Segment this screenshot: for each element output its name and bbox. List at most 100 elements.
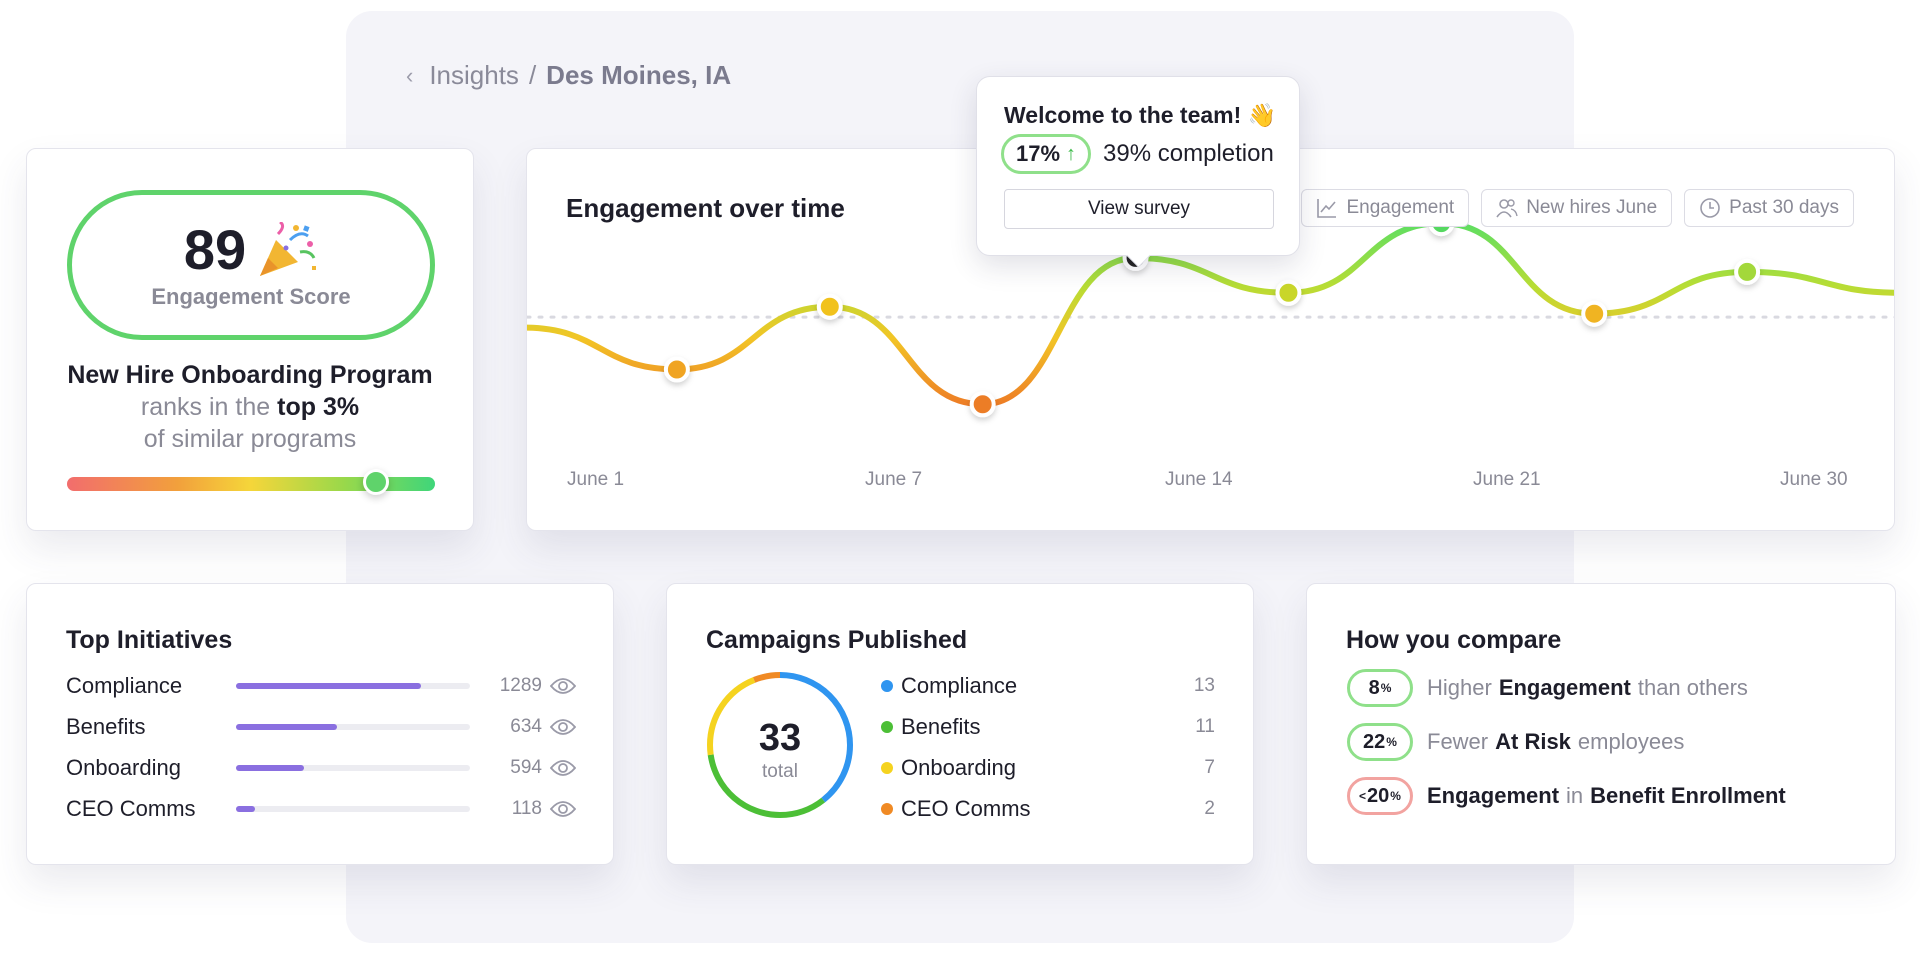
view-survey-button[interactable]: View survey bbox=[1004, 189, 1274, 229]
badge-value: 8 bbox=[1368, 676, 1380, 699]
legend-label: CEO Comms bbox=[901, 796, 1031, 821]
data-point[interactable] bbox=[1581, 300, 1608, 327]
x-axis-label: June 7 bbox=[865, 469, 923, 490]
initiative-label: Compliance bbox=[66, 673, 183, 698]
compare-text-metric-2: Benefit Enrollment bbox=[1590, 783, 1786, 808]
legend-value: 2 bbox=[1204, 798, 1215, 819]
engagement-over-time-card: Engagement over time Engagement New hire… bbox=[526, 148, 1895, 531]
data-point[interactable] bbox=[663, 356, 690, 383]
compare-text-metric: At Risk bbox=[1495, 729, 1571, 754]
tooltip-stats: 17% ↑ 39% completion bbox=[1001, 134, 1274, 174]
initiative-bar-fill bbox=[236, 683, 421, 689]
compare-text-post: than others bbox=[1637, 675, 1748, 700]
compare-badge: <20% bbox=[1347, 777, 1413, 815]
initiative-bar-fill bbox=[236, 765, 304, 771]
initiative-count: 634 bbox=[510, 716, 542, 737]
badge-value: 20 bbox=[1367, 784, 1390, 807]
initiative-row: CEO Comms 118 bbox=[66, 794, 576, 824]
data-point[interactable] bbox=[969, 391, 996, 418]
donut-segment bbox=[707, 672, 853, 818]
initiative-label: Onboarding bbox=[66, 755, 181, 780]
campaign-legend-item: Compliance 13 bbox=[881, 671, 1215, 701]
program-rank: top 3% bbox=[277, 393, 360, 421]
engagement-score-value: 89 bbox=[183, 218, 247, 281]
engagement-filter[interactable]: Engagement bbox=[1301, 189, 1470, 227]
compare-text-post: in bbox=[1566, 783, 1584, 808]
eye-icon[interactable] bbox=[550, 717, 576, 737]
legend-color-dot bbox=[881, 762, 893, 774]
legend-value: 13 bbox=[1193, 675, 1215, 696]
initiative-row: Onboarding 594 bbox=[66, 753, 576, 783]
legend-label: Benefits bbox=[901, 714, 981, 739]
campaigns-total-label: total bbox=[762, 761, 798, 782]
top-initiatives-title: Top Initiatives bbox=[66, 626, 233, 654]
completion-text: 39% completion bbox=[1103, 140, 1274, 167]
cohort-filter[interactable]: New hires June bbox=[1481, 189, 1673, 227]
percentile-bar bbox=[67, 477, 435, 491]
line-chart-icon bbox=[1317, 199, 1337, 218]
change-value: 17% bbox=[1016, 141, 1061, 166]
x-axis-label: June 1 bbox=[567, 469, 625, 490]
eye-icon[interactable] bbox=[550, 799, 576, 819]
initiative-label: CEO Comms bbox=[66, 796, 196, 821]
breadcrumb-current: Des Moines, IA bbox=[546, 60, 732, 90]
compare-text-post: employees bbox=[1577, 729, 1685, 754]
compare-row: <20% Engagement in Benefit Enrollment bbox=[1347, 776, 1786, 816]
tooltip-title: Welcome to the team! 👋 bbox=[1004, 102, 1277, 128]
arrow-up-icon: ↑ bbox=[1066, 142, 1077, 165]
engagement-filter-label: Engagement bbox=[1346, 197, 1455, 218]
compare-row: 22% Fewer At Risk employees bbox=[1347, 722, 1684, 762]
campaigns-title: Campaigns Published bbox=[706, 626, 968, 654]
data-point[interactable] bbox=[1734, 258, 1761, 285]
initiative-bar-track bbox=[236, 806, 470, 812]
compare-row: 8% Higher Engagement than others bbox=[1347, 668, 1748, 708]
chart-title: Engagement over time bbox=[566, 193, 845, 223]
compare-badge: 8% bbox=[1347, 669, 1413, 707]
engagement-score-pill: 89 Engagement Score bbox=[67, 190, 435, 340]
campaigns-donut-chart bbox=[707, 672, 853, 818]
engagement-score-label: Engagement Score bbox=[151, 284, 351, 309]
initiative-bar-track bbox=[236, 765, 470, 771]
initiative-count: 1289 bbox=[499, 675, 542, 696]
compare-badge: 22% bbox=[1347, 723, 1413, 761]
date-range-filter[interactable]: Past 30 days bbox=[1684, 189, 1854, 227]
chart-filters: Engagement New hires June Past 30 days bbox=[1301, 189, 1854, 227]
legend-color-dot bbox=[881, 680, 893, 692]
x-axis-label: June 14 bbox=[1165, 469, 1233, 490]
data-point[interactable] bbox=[1275, 279, 1302, 306]
badge-suffix: % bbox=[1386, 735, 1397, 749]
initiative-row: Benefits 634 bbox=[66, 712, 576, 742]
eye-icon[interactable] bbox=[550, 758, 576, 778]
x-axis-label: June 21 bbox=[1473, 469, 1541, 490]
breadcrumb: ‹ Insights / Des Moines, IA bbox=[406, 60, 731, 91]
percentile-marker bbox=[363, 469, 390, 495]
legend-color-dot bbox=[881, 721, 893, 733]
eye-icon[interactable] bbox=[550, 676, 576, 696]
legend-label: Compliance bbox=[901, 673, 1018, 698]
x-axis-label: June 30 bbox=[1780, 469, 1848, 490]
chevron-left-icon[interactable]: ‹ bbox=[406, 62, 414, 88]
campaigns-total: 33 bbox=[758, 717, 802, 759]
initiative-count: 594 bbox=[510, 757, 542, 778]
badge-prefix: < bbox=[1359, 789, 1367, 803]
survey-tooltip: Welcome to the team! 👋 17% ↑ 39% complet… bbox=[976, 76, 1300, 256]
program-rank-description: New Hire Onboarding Program ranks in the… bbox=[47, 359, 453, 455]
initiative-bar-track bbox=[236, 683, 470, 689]
breadcrumb-separator: / bbox=[528, 60, 537, 90]
campaign-legend-item: Benefits 11 bbox=[881, 712, 1215, 742]
compare-title: How you compare bbox=[1346, 626, 1562, 654]
compare-text-pre: Fewer bbox=[1427, 729, 1489, 754]
campaign-legend-item: CEO Comms 2 bbox=[881, 794, 1215, 824]
initiative-bar-fill bbox=[236, 806, 255, 812]
change-badge: 17% ↑ bbox=[1001, 134, 1092, 174]
breadcrumb-parent-link[interactable]: Insights bbox=[429, 60, 519, 90]
comparison-text: of similar programs bbox=[143, 425, 357, 453]
compare-text-metric: Engagement bbox=[1427, 783, 1560, 808]
compare-text-metric: Engagement bbox=[1498, 675, 1631, 700]
badge-value: 22 bbox=[1363, 730, 1386, 753]
initiative-bar-track bbox=[236, 724, 470, 730]
clock-icon bbox=[1700, 198, 1720, 218]
cohort-filter-label: New hires June bbox=[1526, 197, 1658, 218]
legend-value: 7 bbox=[1204, 757, 1215, 778]
data-point[interactable] bbox=[816, 293, 843, 320]
